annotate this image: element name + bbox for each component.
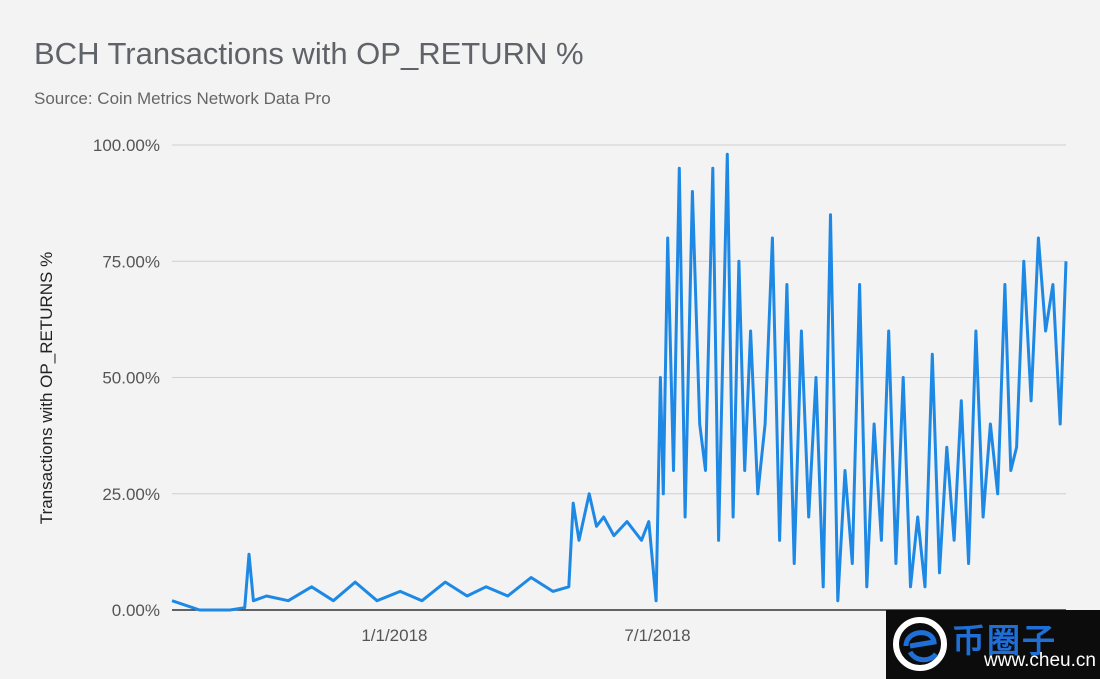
- series-line: [171, 152, 1068, 612]
- y-tick-label: 75.00%: [102, 252, 160, 271]
- watermark-brand: 币圈子: [952, 621, 1057, 660]
- x-tick-label: 7/1/2018: [624, 626, 690, 645]
- chart-title: BCH Transactions with OP_RETURN %: [34, 36, 584, 71]
- y-tick-label: 25.00%: [102, 485, 160, 504]
- y-axis-label: Transactions with OP_RETURNS %: [37, 252, 56, 524]
- x-tick-label: 1/1/2018: [361, 626, 427, 645]
- y-axis-ticks: 0.00% 25.00% 50.00% 75.00% 100.00%: [93, 136, 160, 620]
- y-tick-label: 100.00%: [93, 136, 160, 155]
- watermark: 币圈子 www.cheu.cn: [886, 610, 1100, 679]
- watermark-url: www.cheu.cn: [984, 650, 1096, 671]
- e-logo-icon: [893, 617, 947, 671]
- series-group: [171, 152, 1068, 612]
- y-tick-label: 50.00%: [102, 369, 160, 388]
- chart-subtitle: Source: Coin Metrics Network Data Pro: [34, 89, 331, 108]
- y-tick-label: 0.00%: [112, 601, 160, 620]
